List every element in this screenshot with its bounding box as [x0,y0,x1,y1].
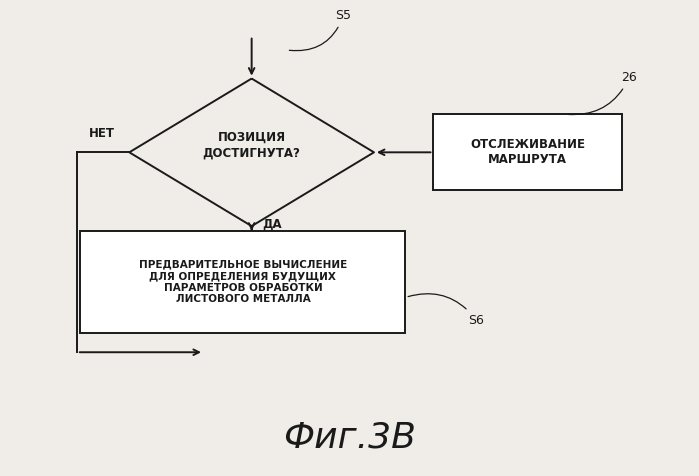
Bar [80,231,405,333]
Text: ПРЕДВАРИТЕЛЬНОЕ ВЫЧИСЛЕНИЕ
ДЛЯ ОПРЕДЕЛЕНИЯ БУДУЩИХ
ПАРАМЕТРОВ ОБРАБОТКИ
ЛИСТОВОГ: ПРЕДВАРИТЕЛЬНОЕ ВЫЧИСЛЕНИЕ ДЛЯ ОПРЕДЕЛЕН… [139,259,347,305]
Text: S5: S5 [289,9,352,50]
Text: S6: S6 [408,294,484,327]
Text: ОТСЛЕЖИВАНИЕ
МАРШРУТА: ОТСЛЕЖИВАНИЕ МАРШРУТА [470,139,585,166]
Bar [433,114,622,190]
Text: 26: 26 [568,71,637,115]
Text: НЕТ: НЕТ [89,128,115,140]
Text: Фиг.3В: Фиг.3В [283,421,416,455]
Text: ДА: ДА [262,217,282,230]
Text: ПОЗИЦИЯ
ДОСТИГНУТА?: ПОЗИЦИЯ ДОСТИГНУТА? [203,131,301,159]
